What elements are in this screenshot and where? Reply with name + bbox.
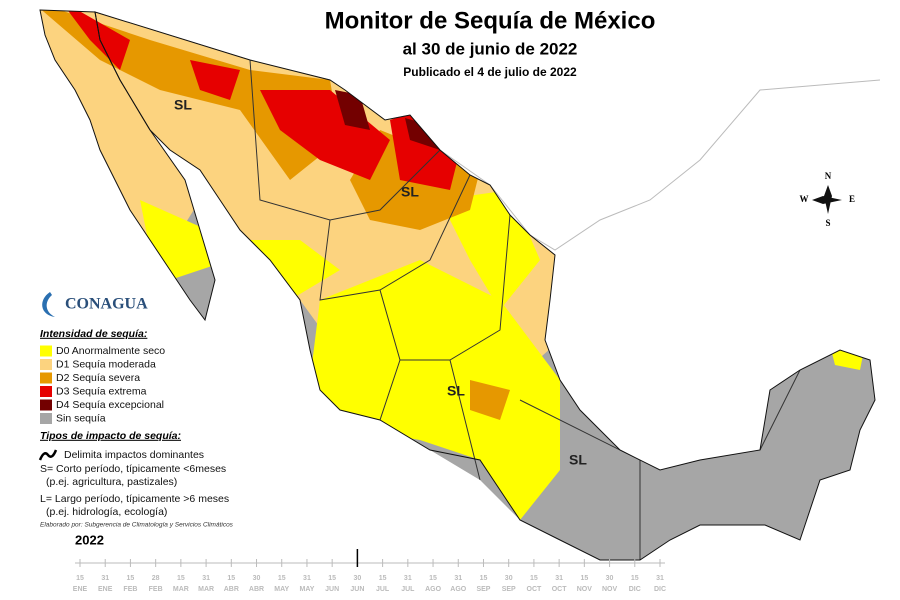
legend-swatch xyxy=(40,399,52,411)
d3-area xyxy=(190,60,240,100)
timeline-day: 31 xyxy=(656,575,664,582)
d4-area xyxy=(405,118,440,150)
timeline-day: 15 xyxy=(379,575,387,582)
timeline-month: JUL xyxy=(376,586,390,593)
legend-label: D3 Sequía extrema xyxy=(56,385,147,397)
legend-label: D2 Sequía severa xyxy=(56,372,140,384)
timeline-day: 15 xyxy=(480,575,488,582)
impact-label: SL xyxy=(447,383,465,399)
timeline-day: 31 xyxy=(303,575,311,582)
timeline-day: 15 xyxy=(429,575,437,582)
legend-swatch xyxy=(40,386,52,397)
timeline-day: 15 xyxy=(328,575,336,582)
timeline-month: FEB xyxy=(123,586,137,593)
timeline-day: 15 xyxy=(278,575,286,582)
timeline-day: 30 xyxy=(353,575,361,582)
timeline-month: MAR xyxy=(198,586,214,593)
subtitle: al 30 de junio de 2022 xyxy=(403,39,578,58)
impact-label: SL xyxy=(401,184,419,200)
timeline-month: DIC xyxy=(629,586,641,593)
impact-text: Delimita impactos dominantes xyxy=(64,449,204,461)
timeline-year: 2022 xyxy=(75,532,104,547)
timeline-month: NOV xyxy=(577,586,593,593)
timeline-month: ABR xyxy=(224,586,239,593)
legend-swatch xyxy=(40,345,52,357)
timeline-month: MAR xyxy=(173,586,189,593)
compass: N S E W xyxy=(800,171,856,228)
legend-swatch xyxy=(40,413,52,424)
impact-text: (p.ej. agricultura, pastizales) xyxy=(46,476,177,488)
country-outline xyxy=(39,9,876,561)
timeline-month: ENE xyxy=(73,586,88,593)
d2-area xyxy=(470,380,510,420)
impact-title: Tipos de impacto de sequía: xyxy=(40,430,181,442)
timeline-day: 28 xyxy=(152,575,160,582)
logo-text: CONAGUA xyxy=(65,296,148,313)
timeline-day: 31 xyxy=(454,575,462,582)
timeline-day: 30 xyxy=(253,575,261,582)
timeline-day: 31 xyxy=(555,575,563,582)
compass-w: W xyxy=(800,194,809,204)
timeline-day: 31 xyxy=(202,575,210,582)
timeline-day: 15 xyxy=(530,575,538,582)
legend-label: D0 Anormalmente seco xyxy=(56,345,165,357)
timeline-month: SEP xyxy=(502,586,516,593)
timeline-month: JUN xyxy=(350,586,364,593)
legend-title: Intensidad de sequía: xyxy=(40,328,147,340)
timeline-month: DIC xyxy=(654,586,666,593)
compass-n: N xyxy=(825,171,832,181)
timeline: 15 ENE 31 ENE 15 FEB 28 FEB 15 MAR 31 MAR 15 ABR 30 ABR… xyxy=(73,549,666,593)
timeline-month: NOV xyxy=(602,586,618,593)
timeline-day: 15 xyxy=(177,575,185,582)
compass-e: E xyxy=(849,194,855,204)
timeline-month: OCT xyxy=(527,586,543,593)
timeline-day: 15 xyxy=(580,575,588,582)
legend-label: D4 Sequía excepcional xyxy=(56,399,164,411)
legend-label: Sin sequía xyxy=(56,412,106,424)
impact-label: SL xyxy=(569,452,587,468)
title: Monitor de Sequía de México xyxy=(325,7,656,34)
timeline-day: 15 xyxy=(227,575,235,582)
timeline-month: JUN xyxy=(325,586,339,593)
impact-label: SL xyxy=(174,97,192,113)
impact-line-icon xyxy=(38,449,58,461)
d3-area xyxy=(260,90,390,180)
timeline-day: 15 xyxy=(127,575,135,582)
timeline-month: AGO xyxy=(425,586,442,593)
timeline-month: ABR xyxy=(249,586,264,593)
timeline-day: 15 xyxy=(631,575,639,582)
timeline-month: SEP xyxy=(476,586,490,593)
timeline-month: MAY xyxy=(274,586,289,593)
timeline-day: 15 xyxy=(76,575,84,582)
published-date: Publicado el 4 de julio de 2022 xyxy=(403,65,577,79)
timeline-month: JUL xyxy=(401,586,415,593)
timeline-month: OCT xyxy=(552,586,568,593)
impact-text: S= Corto período, típicamente <6meses xyxy=(40,463,226,475)
compass-s: S xyxy=(825,218,830,228)
legend-swatch xyxy=(40,372,52,384)
credit: Elaborado por: Subgerencia de Climatolog… xyxy=(40,522,234,529)
d0-area xyxy=(310,260,560,520)
logo: CONAGUA xyxy=(42,292,148,317)
timeline-day: 31 xyxy=(101,575,109,582)
d3-area xyxy=(390,110,460,190)
timeline-month: MAY xyxy=(299,586,314,593)
legend-swatch xyxy=(40,359,52,370)
impact-text: (p.ej. hidrología, ecología) xyxy=(46,506,167,518)
timeline-month: ENE xyxy=(98,586,113,593)
impact-text: L= Largo período, típicamente >6 meses xyxy=(40,493,229,505)
d3-area xyxy=(60,10,130,70)
timeline-day: 31 xyxy=(404,575,412,582)
timeline-month: AGO xyxy=(450,586,467,593)
timeline-day: 30 xyxy=(606,575,614,582)
timeline-day: 30 xyxy=(505,575,513,582)
timeline-month: FEB xyxy=(149,586,163,593)
legend-label: D1 Sequía moderada xyxy=(56,358,156,370)
